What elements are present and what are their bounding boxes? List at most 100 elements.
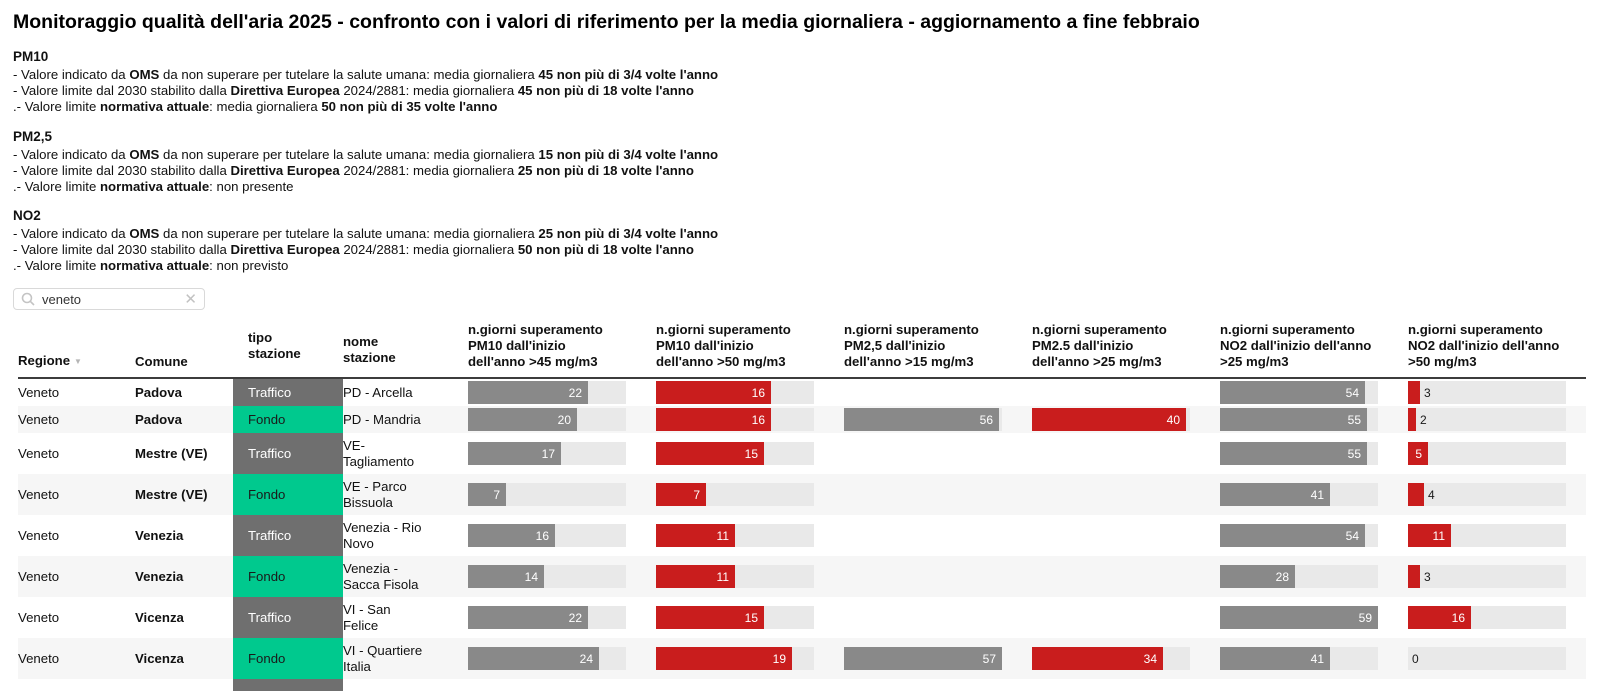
bar-value-label: 16 <box>535 528 549 543</box>
bar-value-label: 7 <box>493 487 500 502</box>
bar-cell: 15 <box>646 606 834 630</box>
bar-value-label: 41 <box>1310 487 1324 502</box>
search-icon <box>21 292 35 306</box>
comune-cell: Padova <box>135 412 182 428</box>
bar-track: 3 <box>1408 381 1566 405</box>
bar-track: 17 <box>468 442 626 466</box>
bar-value-label: 17 <box>541 446 555 461</box>
bar-value-label: 59 <box>1358 610 1372 625</box>
station-type-chip: Traffico <box>233 515 343 557</box>
region-cell: Veneto <box>18 446 60 462</box>
bar-track: 16 <box>656 408 814 432</box>
bar-track: 55 <box>1220 408 1378 432</box>
station-name-cell: VI - San Felice <box>343 601 391 633</box>
bar-gray <box>1220 647 1330 671</box>
bar-track: 54 <box>1220 524 1378 548</box>
column-header-3: tipo stazione <box>248 330 301 362</box>
region-cell: Veneto <box>18 487 60 503</box>
bar-red <box>1408 565 1420 589</box>
column-header-4: nome stazione <box>343 333 396 365</box>
table-row: Veneto Venezia Traffico Venezia - Rio Novo 1… <box>18 515 1586 557</box>
bar-track: 40 <box>1032 408 1190 432</box>
table-row: Veneto Padova Fondo PD - Mandria 20 16 56 40 55 2 <box>18 406 1586 434</box>
table-row: Veneto Mestre (VE) Traffico VE-Tagliamento 1… <box>18 433 1586 475</box>
intro-section: PM2,5 - Valore indicato da OMS da non sup… <box>13 129 1586 195</box>
bar-gray <box>468 606 588 630</box>
bar-cell: 4 <box>1398 483 1586 507</box>
bar-gray <box>1220 606 1378 630</box>
table-header: Regione ▼ Comune tipo stazione nome stazione… <box>18 322 1586 380</box>
bar-gray <box>468 565 544 589</box>
bar-track: 54 <box>1220 381 1378 405</box>
station-type-chip: Fondo <box>233 638 343 680</box>
region-cell: Veneto <box>18 569 60 585</box>
column-header-1[interactable]: Regione ▼ <box>18 353 82 369</box>
comune-cell: Vicenza <box>135 651 184 667</box>
bar-value-label: 3 <box>1424 385 1431 400</box>
section-line: - Valore limite dal 2030 stabilito dalla… <box>13 242 694 258</box>
bar-track: 11 <box>1408 524 1566 548</box>
column-header-9: n.giorni superamento NO2 dall'inizio del… <box>1220 322 1372 370</box>
bar-value-label: 20 <box>557 412 571 427</box>
section-heading: NO2 <box>13 208 41 224</box>
table-row: Veneto Mestre (VE) Fondo VE - Parco Bissuol… <box>18 474 1586 516</box>
bar-cell: 0 <box>1398 647 1586 671</box>
bar-value-label: 19 <box>772 651 786 666</box>
clear-search-icon[interactable]: ✕ <box>184 290 197 308</box>
search-input[interactable] <box>42 291 178 307</box>
bar-value-label: 40 <box>1166 412 1180 427</box>
bar-value-label: 22 <box>568 610 582 625</box>
bar-track: 7 <box>656 483 814 507</box>
bar-red <box>1408 606 1471 630</box>
bar-track: 28 <box>1220 565 1378 589</box>
bar-cell: 11 <box>646 524 834 548</box>
bar-cell: 28 <box>1210 565 1398 589</box>
bar-value-label: 56 <box>979 412 993 427</box>
section-line: - Valore indicato da OMS da non superare… <box>13 226 719 242</box>
intro-sections: PM10 - Valore indicato da OMS da non supe… <box>13 49 1586 274</box>
bar-value-label: 57 <box>982 651 996 666</box>
station-name-cell: Venezia - Sacca Fisola <box>343 560 419 592</box>
bar-gray <box>844 408 999 432</box>
station-type-chip: Fondo <box>233 406 343 434</box>
bar-red <box>1408 408 1416 432</box>
bar-red <box>1408 483 1424 507</box>
bar-track: 4 <box>1408 483 1566 507</box>
bar-cell: 55 <box>1210 442 1398 466</box>
bar-gray <box>468 524 555 548</box>
bar-track: 15 <box>656 442 814 466</box>
bar-red <box>656 483 706 507</box>
bar-cell: 20 <box>458 408 646 432</box>
bar-cell: 57 <box>834 647 1022 671</box>
section-heading: PM10 <box>13 49 49 64</box>
bar-value-label: 3 <box>1424 569 1431 584</box>
bar-track: 59 <box>1220 606 1378 630</box>
station-type-chip: Fondo <box>233 556 343 598</box>
region-cell: Veneto <box>18 412 60 428</box>
station-type-chip: Traffico <box>233 433 343 475</box>
region-cell: Veneto <box>18 528 60 544</box>
page-title: Monitoraggio qualità dell'aria 2025 - co… <box>13 11 1200 33</box>
section-line: .- Valore limite normativa attuale: medi… <box>13 98 498 114</box>
bar-red <box>1408 442 1428 466</box>
bar-gray <box>468 408 577 432</box>
comune-cell: Mestre (VE) <box>135 446 208 462</box>
table-row: Veneto Vicenza Traffico VI - San Felice 22 15… <box>18 597 1586 639</box>
data-table: Regione ▼ Comune tipo stazione nome stazione… <box>18 322 1586 691</box>
bar-track: 57 <box>844 647 1002 671</box>
comune-cell: Venezia <box>135 569 184 585</box>
bar-cell: 7 <box>646 483 834 507</box>
bar-value-label: 11 <box>716 569 729 584</box>
bar-red <box>656 647 792 671</box>
region-cell: Veneto <box>18 385 60 401</box>
bar-gray <box>468 442 561 466</box>
bar-value-label: 16 <box>1451 610 1465 625</box>
bar-cell: 11 <box>1398 524 1586 548</box>
column-header-7: n.giorni superamento PM2,5 dall'inizio d… <box>844 322 979 370</box>
bar-red <box>656 408 771 432</box>
bar-cell: 17 <box>458 442 646 466</box>
bar-red <box>656 606 764 630</box>
bar-value-label: 55 <box>1347 446 1361 461</box>
bar-track: 7 <box>468 483 626 507</box>
bar-cell: 41 <box>1210 483 1398 507</box>
